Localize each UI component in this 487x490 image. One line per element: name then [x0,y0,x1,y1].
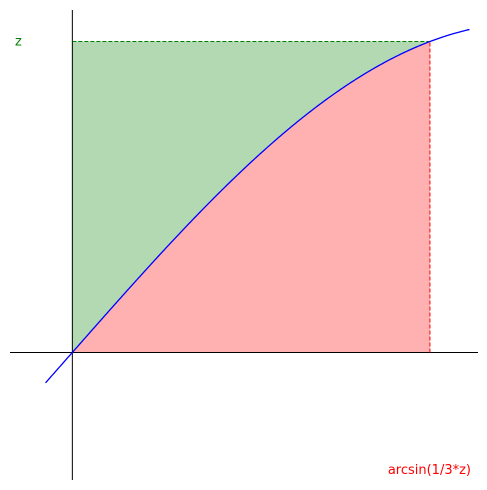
area-below-curve [72,41,430,353]
area-above-curve [72,41,430,353]
y-axis-label: z [15,35,22,50]
x-axis-label: arcsin(1/3*z) [388,463,471,478]
function-curve [45,28,470,384]
